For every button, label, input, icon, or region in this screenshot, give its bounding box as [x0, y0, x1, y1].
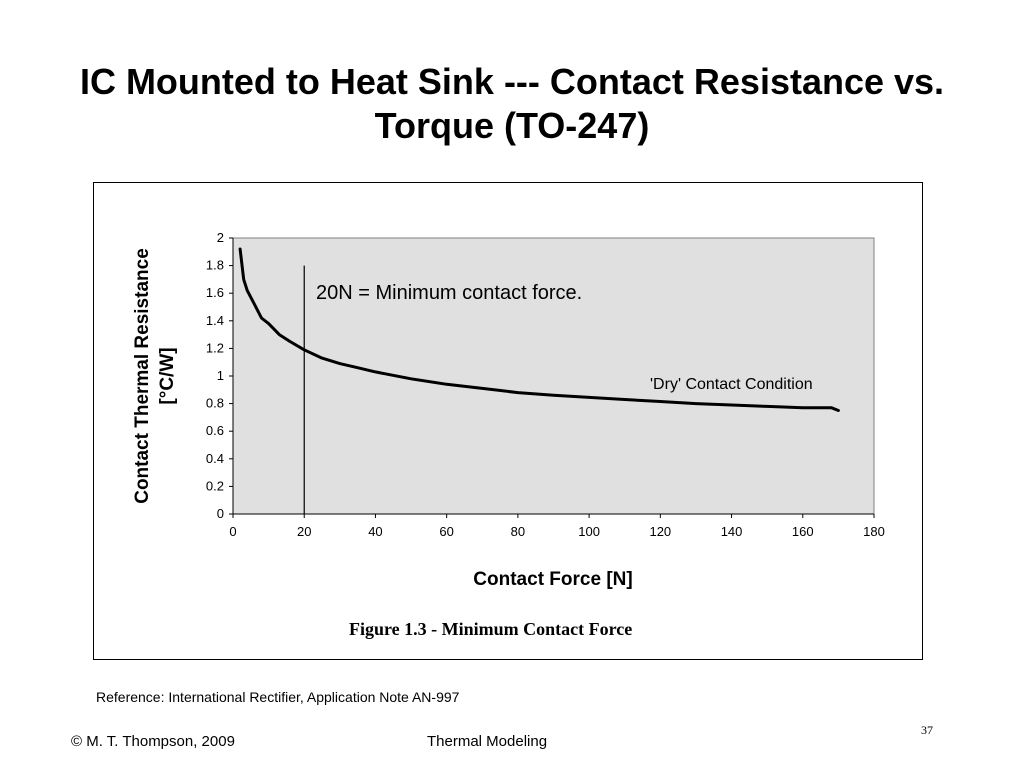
- x-tick-label: 80: [511, 524, 525, 539]
- slide-title-line1: IC Mounted to Heat Sink --- Contact Resi…: [79, 61, 945, 102]
- y-tick-label: 1.4: [206, 313, 224, 328]
- annotation-dry-contact: 'Dry' Contact Condition: [650, 376, 813, 393]
- y-tick-label: 1.2: [206, 340, 224, 355]
- x-tick-label: 120: [649, 524, 671, 539]
- footer-topic: Thermal Modeling: [427, 733, 548, 750]
- y-tick-label: 0: [217, 506, 224, 521]
- series-layer: [238, 247, 840, 514]
- x-tick-label: 140: [721, 524, 743, 539]
- contact-resistance-chart: 0 20 40 60 80 100 120 140 160 180 0 0.2 0.4 0.6 0.8 1 1.…: [132, 230, 885, 590]
- y-tick-label: 0.4: [206, 451, 224, 466]
- y-tick-label: 1.6: [206, 285, 224, 300]
- slide-title: IC Mounted to Heat Sink --- Contact Resi…: [0, 60, 1024, 148]
- x-tick-label: 100: [578, 524, 600, 539]
- footer-copyright: © M. T. Thompson, 2009: [71, 733, 235, 750]
- reference-note: Reference: International Rectifier, Appl…: [96, 689, 460, 705]
- x-tick-label: 60: [439, 524, 453, 539]
- x-tick-label: 20: [297, 524, 311, 539]
- x-axis-title: Contact Force [N]: [473, 569, 632, 590]
- y-tick-label: 0.6: [206, 423, 224, 438]
- x-tick-label: 160: [792, 524, 814, 539]
- x-tick-label: 180: [863, 524, 885, 539]
- y-tick-label: 2: [217, 230, 224, 245]
- figure-caption: Figure 1.3 - Minimum Contact Force: [349, 619, 633, 639]
- y-tick-label: 1.8: [206, 258, 224, 273]
- plot-area: [232, 237, 875, 515]
- y-axis-title-line1: Contact Thermal Resistance: [132, 248, 153, 504]
- x-tick-label: 40: [368, 524, 382, 539]
- x-tick-label: 0: [229, 524, 236, 539]
- y-tick-label: 0.8: [206, 396, 224, 411]
- y-tick-label: 1: [217, 368, 224, 383]
- y-tick-label: 0.2: [206, 478, 224, 493]
- figure-frame: 0 20 40 60 80 100 120 140 160 180 0 0.2 0.4 0.6 0.8 1 1.…: [93, 182, 923, 660]
- y-axis-title-line2: [°C/W]: [157, 347, 178, 404]
- ticks-layer: 0 20 40 60 80 100 120 140 160 180 0 0.2 0.4 0.6 0.8 1 1.…: [206, 230, 885, 539]
- slide-title-line2: Torque (TO-247): [374, 105, 650, 146]
- page-number: 37: [921, 723, 933, 737]
- annotation-minimum-force: 20N = Minimum contact force.: [316, 282, 582, 304]
- series-line-0: [238, 247, 840, 412]
